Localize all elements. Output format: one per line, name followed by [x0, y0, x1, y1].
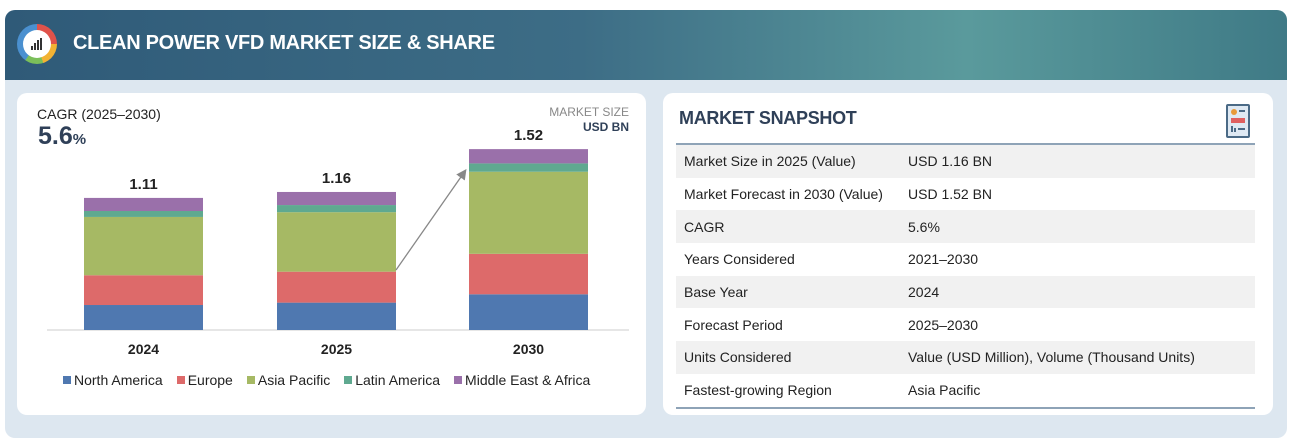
- bar-total-label: 1.11: [129, 176, 157, 193]
- snapshot-value: 2024: [908, 275, 1255, 309]
- cagr-label: CAGR (2025–2030): [37, 106, 161, 122]
- bar-segment-asia-pacific: [84, 216, 203, 276]
- legend-item: Europe: [176, 372, 233, 388]
- market-size-label: MARKET SIZE: [549, 105, 629, 119]
- snapshot-row: Base Year 2024: [676, 275, 1255, 309]
- chart-gauge-logo-icon: [17, 24, 57, 64]
- legend-item: Latin America: [344, 372, 440, 388]
- snapshot-value: USD 1.16 BN: [908, 144, 1255, 178]
- legend-item: Middle East & Africa: [454, 372, 590, 388]
- market-snapshot-card: MARKET SNAPSHOT Market Size in 2025 (Val…: [663, 93, 1273, 415]
- snapshot-table: Market Size in 2025 (Value) USD 1.16 BN Ma…: [676, 143, 1255, 409]
- bar-segment-europe: [277, 271, 396, 303]
- bar-total-label: 1.16: [322, 170, 351, 187]
- legend-label: Latin America: [355, 372, 441, 388]
- snapshot-value: 5.6%: [908, 210, 1255, 244]
- header-banner: CLEAN POWER VFD MARKET SIZE & SHARE: [5, 10, 1287, 80]
- legend-label: Asia Pacific: [257, 372, 331, 388]
- x-tick-label: 2024: [128, 341, 159, 357]
- snapshot-label: Market Forecast in 2030 (Value): [684, 186, 883, 203]
- legend-swatch: [344, 376, 353, 384]
- bar-segment-asia-pacific: [277, 212, 396, 272]
- bar-segment-asia-pacific: [469, 171, 588, 254]
- bar-segment-europe: [469, 253, 588, 295]
- snapshot-row: Forecast Period 2025–2030: [676, 308, 1255, 341]
- snapshot-value: 2025–2030: [908, 316, 979, 333]
- snapshot-row: CAGR 5.6%: [676, 210, 1255, 244]
- snapshot-title: MARKET SNAPSHOT: [679, 108, 857, 128]
- snapshot-label: Market Size in 2025 (Value): [676, 144, 908, 178]
- legend-swatch: [176, 376, 185, 384]
- snapshot-row: Market Size in 2025 (Value) USD 1.16 BN: [676, 144, 1255, 178]
- stacked-bar-chart: 1.11 2024 1.16 2025 1.52 2030: [47, 127, 629, 357]
- legend-swatch: [246, 376, 255, 384]
- bar-segment-north-america: [84, 305, 203, 330]
- legend-item: North America: [63, 372, 163, 388]
- snapshot-row: Market Forecast in 2030 (Value) USD 1.52 …: [676, 178, 1255, 211]
- snapshot-row: Years Considered 2021–2030: [676, 243, 1255, 276]
- growth-arrow: [395, 168, 467, 271]
- bar-segment-north-america: [469, 294, 588, 330]
- legend-label: North America: [74, 372, 163, 388]
- bar-total-label: 1.52: [514, 127, 543, 144]
- legend-label: Middle East & Africa: [465, 372, 591, 388]
- bar-segment-north-america: [277, 302, 396, 330]
- bar-segment-europe: [84, 275, 203, 306]
- market-size-unit: USD BN: [582, 120, 629, 134]
- report-icon: [1226, 104, 1250, 138]
- snapshot-label: Base Year: [676, 275, 908, 309]
- bar-segment-middle-east-africa: [469, 149, 588, 164]
- snapshot-label: Years Considered: [684, 251, 795, 268]
- bar-segment-latin-america: [84, 211, 203, 217]
- snapshot-label: Units Considered: [676, 341, 908, 374]
- cagr-value: 5.6%: [38, 122, 86, 151]
- snapshot-value: 2021–2030: [908, 251, 979, 268]
- snapshot-row: Fastest-growing Region Asia Pacific: [676, 374, 1255, 408]
- snapshot-value: Value (USD Million), Volume (Thousand Un…: [908, 341, 1255, 374]
- legend-swatch: [63, 376, 71, 384]
- bar-segment-latin-america: [469, 163, 588, 172]
- cagr-number: 5.6: [38, 122, 73, 150]
- infographic: CLEAN POWER VFD MARKET SIZE & SHARE CAGR…: [5, 10, 1287, 438]
- bar-segment-middle-east-africa: [277, 191, 396, 206]
- x-tick-label: 2025: [321, 341, 352, 357]
- bar-segment-latin-america: [277, 205, 396, 213]
- snapshot-label: Fastest-growing Region: [684, 382, 832, 399]
- snapshot-value: Asia Pacific: [908, 382, 981, 399]
- snapshot-row: Units Considered Value (USD Million), Vol…: [676, 341, 1255, 374]
- page-title: CLEAN POWER VFD MARKET SIZE & SHARE: [73, 32, 495, 54]
- cagr-unit: %: [72, 131, 87, 148]
- market-size-chart-card: CAGR (2025–2030) 5.6% MARKET SIZE USD BN…: [17, 93, 646, 415]
- x-tick-label: 2030: [513, 341, 544, 357]
- snapshot-label: Forecast Period: [684, 316, 783, 333]
- legend-item: Asia Pacific: [246, 372, 331, 388]
- snapshot-value: USD 1.52 BN: [908, 186, 993, 203]
- chart-legend: North America Europe Asia Pacific Latin Ame…: [63, 372, 590, 388]
- bar-segment-middle-east-africa: [84, 197, 203, 211]
- snapshot-label: CAGR: [676, 210, 908, 244]
- legend-label: Europe: [187, 372, 233, 388]
- legend-swatch: [454, 376, 463, 384]
